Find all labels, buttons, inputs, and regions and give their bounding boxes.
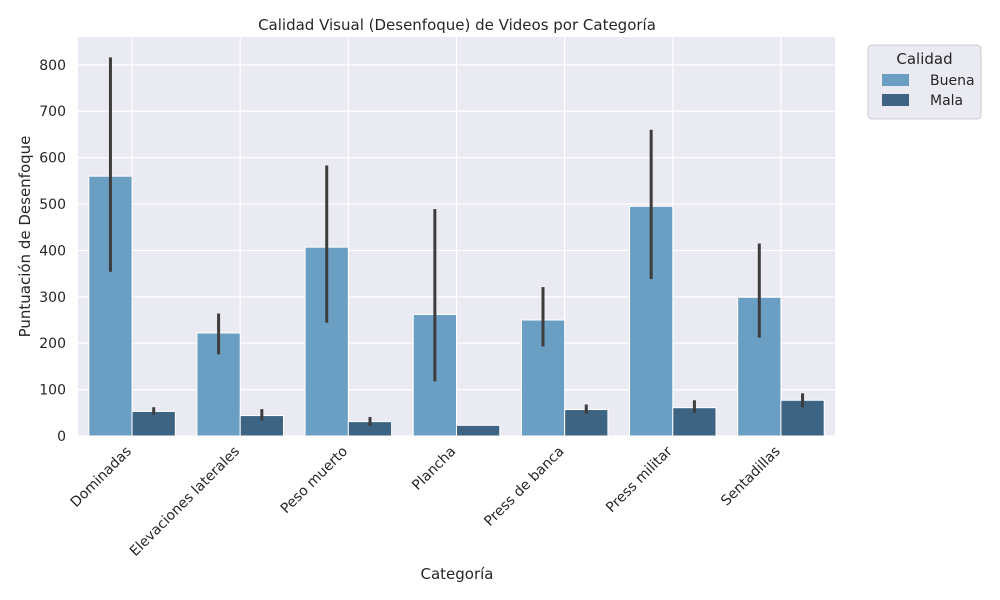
legend: Calidad Buena Mala xyxy=(867,44,982,120)
bar-mala xyxy=(564,409,609,437)
x-tick-label: Elevaciones laterales xyxy=(127,444,243,560)
bar-mala xyxy=(131,410,176,437)
x-tick-label: Press de banca xyxy=(481,444,567,530)
y-tick-label: 800 xyxy=(39,58,66,74)
y-tick-label: 700 xyxy=(39,104,66,120)
y-tick-label: 500 xyxy=(39,197,66,213)
x-tick-label: Dominadas xyxy=(68,444,135,511)
x-tick-label: Peso muerto xyxy=(278,444,351,517)
x-tick-label: Plancha xyxy=(409,444,459,494)
chart-title: Calidad Visual (Desenfoque) de Videos po… xyxy=(258,16,656,34)
legend-swatch-mala xyxy=(882,94,909,106)
y-tick-label: 0 xyxy=(57,429,66,445)
y-tick-label: 300 xyxy=(39,290,66,306)
y-tick-labels: 0 100 200 300 400 500 600 700 800 xyxy=(39,58,66,445)
error-bars xyxy=(108,57,805,426)
x-tick-label: Press militar xyxy=(603,443,676,516)
legend-label-buena: Buena xyxy=(930,73,975,89)
x-axis-label: Categoría xyxy=(420,565,493,583)
legend-label-mala: Mala xyxy=(930,93,963,109)
legend-swatch-buena xyxy=(882,74,909,86)
y-tick-label: 200 xyxy=(39,336,66,352)
x-tick-label: Sentadillas xyxy=(718,444,784,510)
legend-title: Calidad xyxy=(896,50,952,68)
y-axis-label: Puntuación de Desenfoque xyxy=(16,136,34,338)
y-tick-label: 100 xyxy=(39,383,66,399)
y-tick-label: 600 xyxy=(39,151,66,167)
bar-mala xyxy=(456,424,501,437)
y-tick-label: 400 xyxy=(39,243,66,259)
